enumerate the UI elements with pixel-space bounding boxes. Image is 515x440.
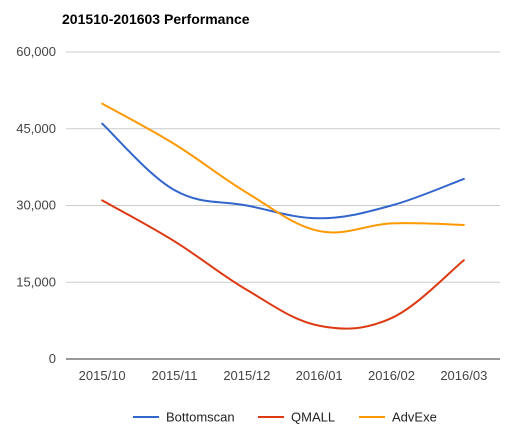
y-tick-label: 45,000 bbox=[16, 121, 56, 136]
series-line-advexe bbox=[101, 102, 465, 234]
series-line-bottomscan bbox=[101, 122, 465, 220]
x-tick-label: 2016/02 bbox=[368, 368, 415, 383]
x-tick-label: 2016/01 bbox=[296, 368, 343, 383]
series-line-qmall bbox=[101, 199, 465, 330]
x-tick-label: 2015/11 bbox=[151, 368, 197, 383]
legend-label: AdvExe bbox=[392, 410, 437, 425]
legend-label: Bottomscan bbox=[166, 410, 235, 425]
gridlines bbox=[66, 51, 500, 360]
y-axis-ticks: 0 15,000 30,000 45,000 60,000 bbox=[16, 44, 56, 366]
x-tick-label: 2015/10 bbox=[79, 368, 126, 383]
y-tick-label: 0 bbox=[49, 351, 56, 366]
y-tick-label: 30,000 bbox=[16, 198, 56, 213]
x-axis-ticks: 2015/10 2015/11 2015/12 2016/01 2016/02 2016/… bbox=[79, 368, 488, 383]
legend-label: QMALL bbox=[291, 410, 335, 425]
legend: Bottomscan QMALL AdvExe bbox=[133, 410, 437, 425]
x-tick-label: 2015/12 bbox=[223, 368, 270, 383]
series-lines bbox=[101, 102, 465, 330]
x-tick-label: 2016/03 bbox=[440, 368, 487, 383]
y-tick-label: 15,000 bbox=[16, 274, 56, 289]
y-tick-label: 60,000 bbox=[16, 44, 56, 59]
chart-title: 201510-201603 Performance bbox=[62, 11, 250, 27]
